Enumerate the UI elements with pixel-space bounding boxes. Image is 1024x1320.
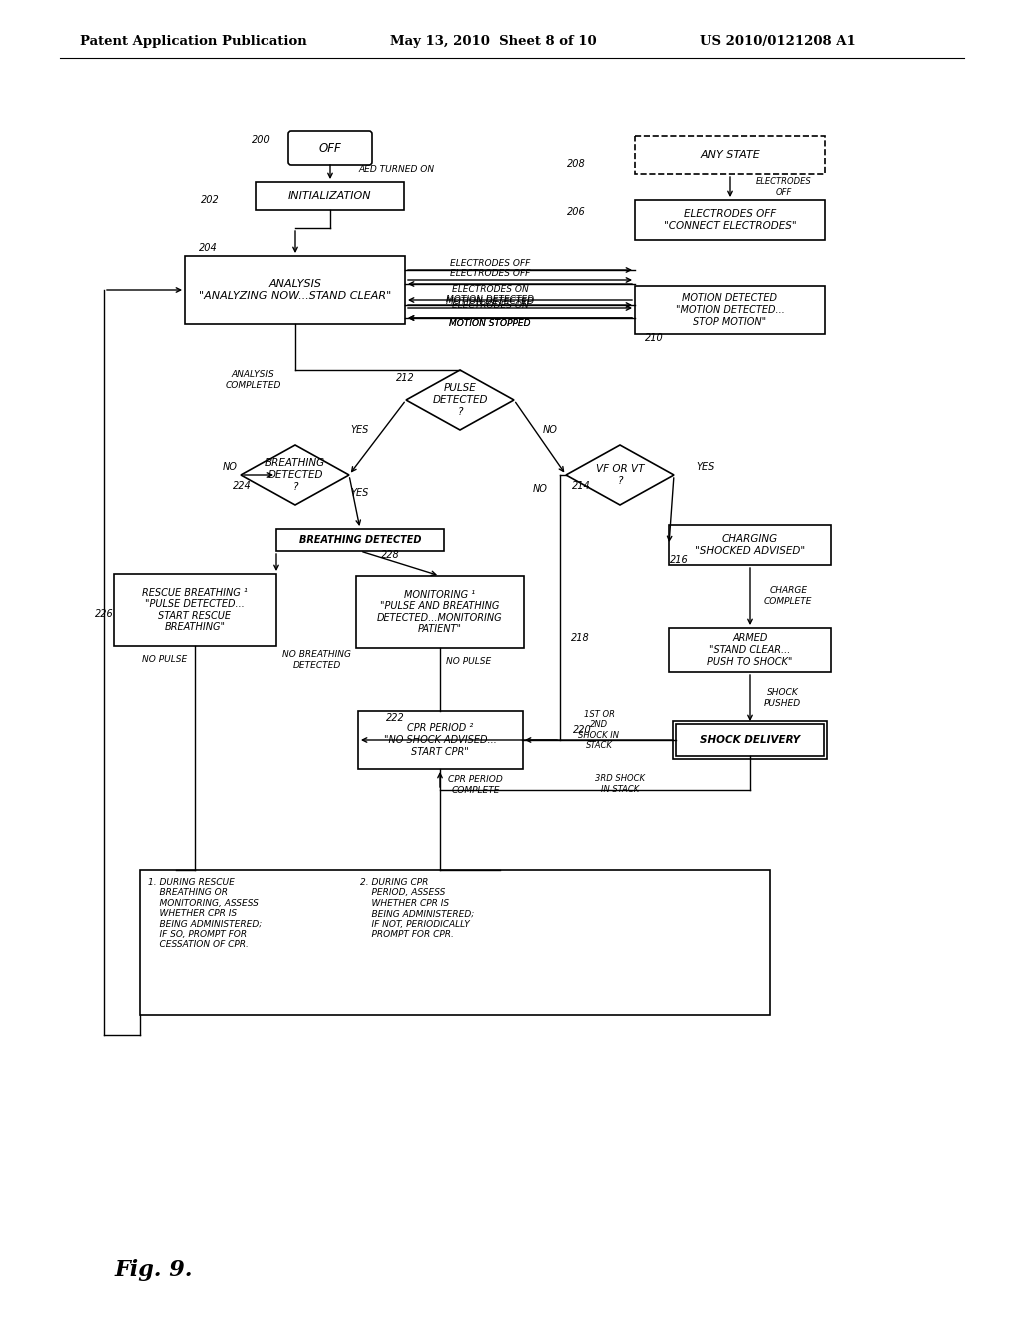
Text: OFF: OFF bbox=[318, 141, 341, 154]
Bar bbox=[635, 136, 825, 174]
Text: ELECTRODES
OFF: ELECTRODES OFF bbox=[756, 177, 812, 197]
Polygon shape bbox=[241, 445, 349, 506]
Text: NO: NO bbox=[222, 462, 238, 473]
Text: 210: 210 bbox=[645, 333, 664, 343]
Text: BREATHING
DETECTED
?: BREATHING DETECTED ? bbox=[265, 458, 325, 491]
Text: 226: 226 bbox=[95, 609, 114, 619]
Bar bbox=[676, 723, 824, 756]
Text: ELECTRODES OFF
"CONNECT ELECTRODES": ELECTRODES OFF "CONNECT ELECTRODES" bbox=[664, 209, 797, 231]
Text: 224: 224 bbox=[233, 480, 252, 491]
Bar bbox=[140, 870, 770, 1015]
Bar bbox=[276, 529, 444, 550]
Text: MOTION DETECTED: MOTION DETECTED bbox=[446, 294, 534, 304]
Text: ELECTRODES OFF: ELECTRODES OFF bbox=[450, 260, 530, 268]
Text: CPR PERIOD
COMPLETE: CPR PERIOD COMPLETE bbox=[449, 775, 503, 795]
Text: 216: 216 bbox=[670, 554, 689, 565]
Text: INITIALIZATION: INITIALIZATION bbox=[288, 191, 372, 201]
Bar bbox=[114, 574, 276, 645]
Text: US 2010/0121208 A1: US 2010/0121208 A1 bbox=[700, 36, 856, 49]
Text: ANALYSIS
COMPLETED: ANALYSIS COMPLETED bbox=[225, 371, 281, 389]
Text: MOTION STOPPED: MOTION STOPPED bbox=[450, 319, 530, 329]
Bar bbox=[256, 182, 404, 210]
Text: YES: YES bbox=[696, 462, 715, 473]
Text: BREATHING DETECTED: BREATHING DETECTED bbox=[299, 535, 421, 545]
Text: 228: 228 bbox=[381, 550, 400, 560]
Text: ELECTRODES ON: ELECTRODES ON bbox=[452, 285, 528, 294]
Bar bbox=[673, 721, 827, 759]
Text: MOTION DETECTED
"MOTION DETECTED...
STOP MOTION": MOTION DETECTED "MOTION DETECTED... STOP… bbox=[676, 293, 784, 326]
Text: YES: YES bbox=[351, 488, 370, 498]
Text: ANY STATE: ANY STATE bbox=[700, 150, 760, 160]
Text: 214: 214 bbox=[572, 480, 591, 491]
Bar bbox=[635, 286, 825, 334]
Bar bbox=[669, 525, 831, 565]
Text: NO: NO bbox=[543, 425, 557, 436]
Text: Fig. 9.: Fig. 9. bbox=[115, 1259, 194, 1280]
Text: SHOCK DELIVERY: SHOCK DELIVERY bbox=[700, 735, 800, 744]
Text: MONITORING ¹
"PULSE AND BREATHING
DETECTED...MONITORING
PATIENT": MONITORING ¹ "PULSE AND BREATHING DETECT… bbox=[377, 590, 503, 635]
Text: 200: 200 bbox=[252, 135, 270, 145]
Bar bbox=[669, 628, 831, 672]
FancyBboxPatch shape bbox=[288, 131, 372, 165]
Text: 1ST OR
2ND
SHOCK IN
STACK: 1ST OR 2ND SHOCK IN STACK bbox=[579, 710, 620, 750]
Text: CHARGE
COMPLETE: CHARGE COMPLETE bbox=[764, 586, 812, 606]
Text: NO PULSE: NO PULSE bbox=[446, 657, 492, 667]
Text: VF OR VT
?: VF OR VT ? bbox=[596, 465, 644, 486]
Text: MOTION DETECTED: MOTION DETECTED bbox=[446, 297, 534, 306]
Bar bbox=[635, 201, 825, 240]
Text: 208: 208 bbox=[567, 158, 586, 169]
Text: 2. DURING CPR
    PERIOD, ASSESS
    WHETHER CPR IS
    BEING ADMINISTERED;
    : 2. DURING CPR PERIOD, ASSESS WHETHER CPR… bbox=[360, 878, 474, 939]
Text: NO: NO bbox=[534, 484, 548, 494]
Text: ARMED
"STAND CLEAR...
PUSH TO SHOCK": ARMED "STAND CLEAR... PUSH TO SHOCK" bbox=[708, 634, 793, 667]
Bar bbox=[356, 576, 524, 648]
Text: ELECTRODES OFF: ELECTRODES OFF bbox=[450, 269, 530, 279]
Text: AED TURNED ON: AED TURNED ON bbox=[358, 165, 434, 174]
Text: ANALYSIS
"ANALYZING NOW...STAND CLEAR": ANALYSIS "ANALYZING NOW...STAND CLEAR" bbox=[199, 280, 391, 301]
Text: 212: 212 bbox=[396, 374, 415, 383]
Text: 220: 220 bbox=[573, 725, 592, 735]
Text: PULSE
DETECTED
?: PULSE DETECTED ? bbox=[432, 383, 487, 417]
Bar bbox=[357, 711, 522, 770]
Text: YES: YES bbox=[351, 425, 370, 436]
Bar bbox=[185, 256, 406, 323]
Text: CPR PERIOD ²
"NO SHOCK ADVISED...
START CPR": CPR PERIOD ² "NO SHOCK ADVISED... START … bbox=[384, 723, 497, 756]
Text: MOTION STOPPED: MOTION STOPPED bbox=[450, 319, 530, 329]
Text: 206: 206 bbox=[567, 207, 586, 216]
Text: NO BREATHING
DETECTED: NO BREATHING DETECTED bbox=[283, 651, 351, 669]
Text: 222: 222 bbox=[386, 713, 406, 723]
Text: RESCUE BREATHING ¹
"PULSE DETECTED...
START RESCUE
BREATHING": RESCUE BREATHING ¹ "PULSE DETECTED... ST… bbox=[142, 587, 248, 632]
Text: CHARGING
"SHOCKED ADVISED": CHARGING "SHOCKED ADVISED" bbox=[695, 535, 805, 556]
Text: 1. DURING RESCUE
    BREATHING OR
    MONITORING, ASSESS
    WHETHER CPR IS
    : 1. DURING RESCUE BREATHING OR MONITORING… bbox=[148, 878, 262, 949]
Text: 218: 218 bbox=[571, 634, 590, 643]
Polygon shape bbox=[406, 370, 514, 430]
Text: Patent Application Publication: Patent Application Publication bbox=[80, 36, 307, 49]
Text: SHOCK
PUSHED: SHOCK PUSHED bbox=[764, 688, 801, 708]
Text: 202: 202 bbox=[202, 195, 220, 205]
Polygon shape bbox=[566, 445, 674, 506]
Text: May 13, 2010  Sheet 8 of 10: May 13, 2010 Sheet 8 of 10 bbox=[390, 36, 597, 49]
Text: 3RD SHOCK
IN STACK: 3RD SHOCK IN STACK bbox=[595, 775, 645, 793]
Text: ELECTRODES ON: ELECTRODES ON bbox=[452, 301, 528, 310]
Text: NO PULSE: NO PULSE bbox=[141, 656, 187, 664]
Text: 204: 204 bbox=[200, 243, 218, 253]
